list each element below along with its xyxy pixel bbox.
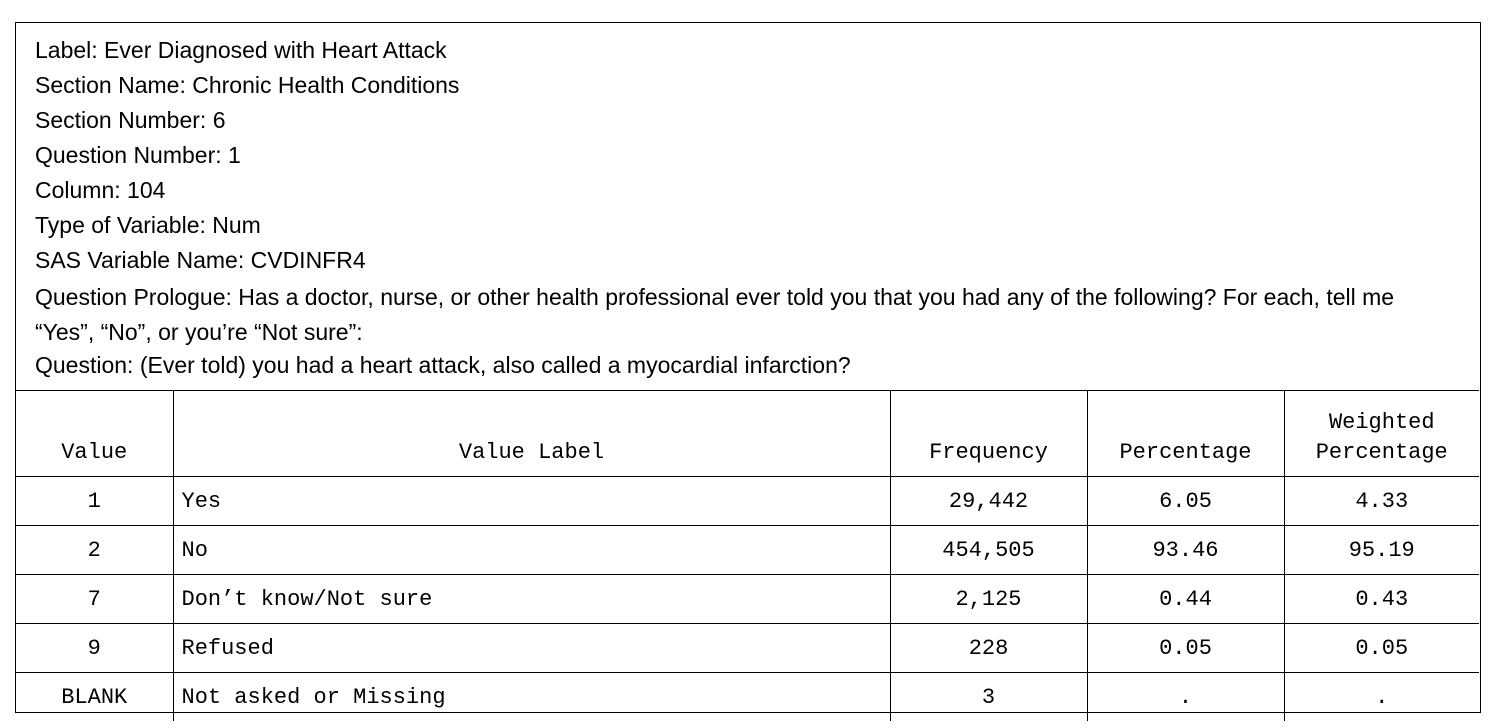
cell-weighted-percentage: . xyxy=(1283,672,1479,721)
cell-weighted-percentage: 0.05 xyxy=(1283,623,1479,673)
table-row: 9 Refused 228 0.05 0.05 xyxy=(16,623,1479,673)
table-row: BLANK Not asked or Missing 3 . . xyxy=(16,672,1479,721)
section-name-line: Section Name: Chronic Health Conditions xyxy=(35,72,460,98)
cell-frequency: 3 xyxy=(889,672,1088,721)
cell-frequency: 454,505 xyxy=(889,525,1088,575)
header-weighted-line1: Weighted xyxy=(1328,410,1435,435)
cell-percentage: . xyxy=(1086,672,1285,721)
cell-frequency: 2,125 xyxy=(889,574,1088,624)
cell-percentage: 93.46 xyxy=(1086,525,1285,575)
cell-weighted-percentage: 0.43 xyxy=(1283,574,1479,624)
cell-value: 1 xyxy=(16,476,174,526)
frequency-table: Value Value Label Frequency Percentage W… xyxy=(16,391,1479,721)
cell-value-label: Refused xyxy=(172,623,891,673)
codebook-entry: Label: Ever Diagnosed with Heart Attack … xyxy=(15,22,1481,721)
cell-percentage: 0.44 xyxy=(1086,574,1285,624)
header-percentage: Percentage xyxy=(1086,391,1285,477)
question-number-line: Question Number: 1 xyxy=(35,142,241,168)
sas-variable-name-line: SAS Variable Name: CVDINFR4 xyxy=(35,247,366,273)
table-row: 1 Yes 29,442 6.05 4.33 xyxy=(16,476,1479,526)
cell-weighted-percentage: 4.33 xyxy=(1283,476,1479,526)
cell-value-label: No xyxy=(172,525,891,575)
label-line: Label: Ever Diagnosed with Heart Attack xyxy=(35,37,447,63)
type-of-variable-line: Type of Variable: Num xyxy=(35,212,261,238)
header-value-label: Value Label xyxy=(172,391,891,477)
cell-value: 2 xyxy=(16,525,174,575)
header-weighted-line2: Percentage xyxy=(1315,440,1448,465)
question-prologue-line: Question Prologue: Has a doctor, nurse, … xyxy=(35,284,1395,345)
cell-value-label: Don’t know/Not sure xyxy=(172,574,891,624)
table-header-row: Value Value Label Frequency Percentage W… xyxy=(16,391,1479,477)
header-weighted-percentage: Weighted Percentage xyxy=(1283,391,1479,477)
cell-frequency: 29,442 xyxy=(889,476,1088,526)
table-row: 7 Don’t know/Not sure 2,125 0.44 0.43 xyxy=(16,574,1479,624)
cell-percentage: 0.05 xyxy=(1086,623,1285,673)
cell-value: 7 xyxy=(16,574,174,624)
header-value: Value xyxy=(16,391,174,477)
cell-frequency: 228 xyxy=(889,623,1088,673)
cell-value: 9 xyxy=(16,623,174,673)
question-line: Question: (Ever told) you had a heart at… xyxy=(35,352,851,378)
cell-value: BLANK xyxy=(16,672,174,721)
variable-info: Label: Ever Diagnosed with Heart Attack … xyxy=(16,23,1479,391)
cell-weighted-percentage: 95.19 xyxy=(1283,525,1479,575)
column-line: Column: 104 xyxy=(35,177,166,203)
section-number-line: Section Number: 6 xyxy=(35,107,226,133)
cell-value-label: Not asked or Missing xyxy=(172,672,891,721)
cell-percentage: 6.05 xyxy=(1086,476,1285,526)
cell-value-label: Yes xyxy=(172,476,891,526)
header-frequency: Frequency xyxy=(889,391,1088,477)
table-row: 2 No 454,505 93.46 95.19 xyxy=(16,525,1479,575)
